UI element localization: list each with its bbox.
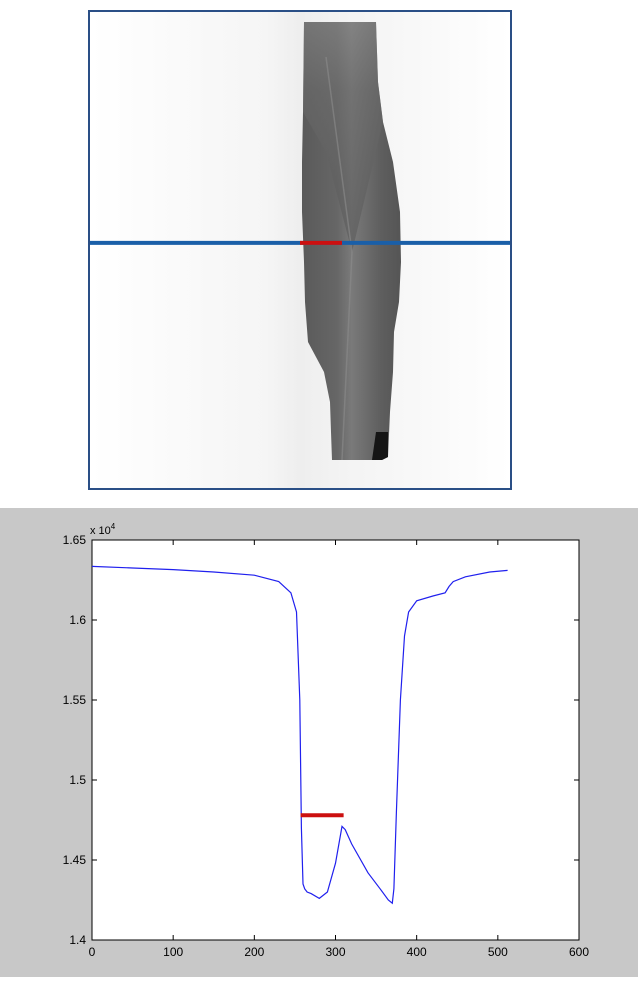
y-exponent-label: x 104 — [90, 522, 116, 537]
y-axis-ticks: 1.4 1.45 1.5 1.55 1.6 1.65 — [63, 533, 579, 947]
image-background — [90, 12, 510, 488]
y-tick-label: 1.55 — [63, 693, 87, 707]
x-tick-label: 300 — [325, 945, 345, 959]
x-tick-label: 0 — [89, 945, 96, 959]
image-viewer-panel — [88, 10, 512, 490]
profile-plot: 0 100 200 300 400 500 600 1.4 1.45 1.5 1.55 1.6 1.6… — [63, 522, 590, 959]
y-tick-label: 1.45 — [63, 853, 87, 867]
x-axis-ticks: 0 100 200 300 400 500 600 — [89, 540, 589, 959]
y-tick-label: 1.5 — [69, 773, 86, 787]
plot-axes-box — [91, 539, 580, 941]
profile-plot-figure: 0 100 200 300 400 500 600 1.4 1.45 1.5 1.55 1.6 1.6… — [0, 508, 638, 977]
x-tick-label: 500 — [488, 945, 508, 959]
x-tick-label: 200 — [244, 945, 264, 959]
object-upper-face — [303, 22, 383, 252]
x-tick-label: 400 — [407, 945, 427, 959]
y-tick-label: 1.6 — [69, 613, 86, 627]
y-tick-label: 1.4 — [69, 933, 86, 947]
object-dark-corner — [372, 432, 388, 460]
object-edge-crease — [325, 56, 353, 461]
x-tick-label: 600 — [569, 945, 589, 959]
grayscale-image — [90, 12, 510, 488]
x-tick-label: 100 — [163, 945, 183, 959]
y-tick-label: 1.65 — [63, 533, 87, 547]
intensity-profile-line — [91, 565, 508, 905]
